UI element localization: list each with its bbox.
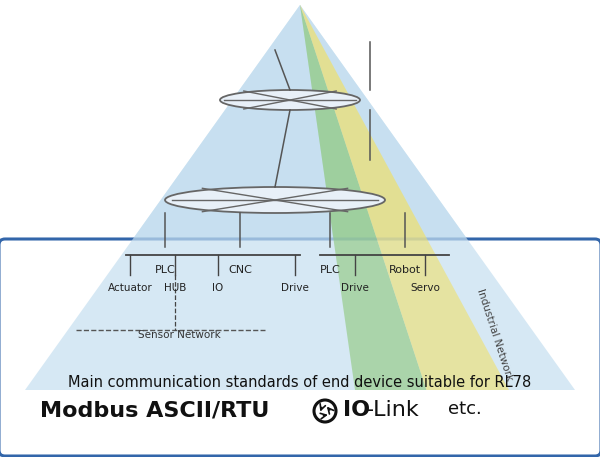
Text: Main communication standards of end device suitable for RL78: Main communication standards of end devi… <box>68 375 532 390</box>
Text: HUB: HUB <box>164 283 186 293</box>
Polygon shape <box>25 5 575 390</box>
Text: Actuator: Actuator <box>107 283 152 293</box>
Text: Modbus ASCII/RTU: Modbus ASCII/RTU <box>40 400 269 420</box>
Text: Sensor Network: Sensor Network <box>138 330 221 340</box>
Text: Industrial Network: Industrial Network <box>475 288 515 382</box>
Ellipse shape <box>165 187 385 213</box>
Polygon shape <box>300 5 509 390</box>
Text: IO: IO <box>212 283 224 293</box>
Text: PLC: PLC <box>320 265 340 275</box>
Text: Servo: Servo <box>410 283 440 293</box>
Polygon shape <box>300 5 427 390</box>
Polygon shape <box>25 5 575 390</box>
Text: -Link: -Link <box>366 400 420 420</box>
Text: Robot: Robot <box>389 265 421 275</box>
Text: IO: IO <box>343 400 370 420</box>
FancyBboxPatch shape <box>0 239 600 456</box>
Ellipse shape <box>220 90 360 110</box>
Text: CNC: CNC <box>228 265 252 275</box>
Polygon shape <box>300 5 427 390</box>
Text: Drive: Drive <box>281 283 309 293</box>
Text: Drive: Drive <box>341 283 369 293</box>
Polygon shape <box>300 5 509 390</box>
Text: PLC: PLC <box>155 265 175 275</box>
Text: etc.: etc. <box>448 400 482 418</box>
